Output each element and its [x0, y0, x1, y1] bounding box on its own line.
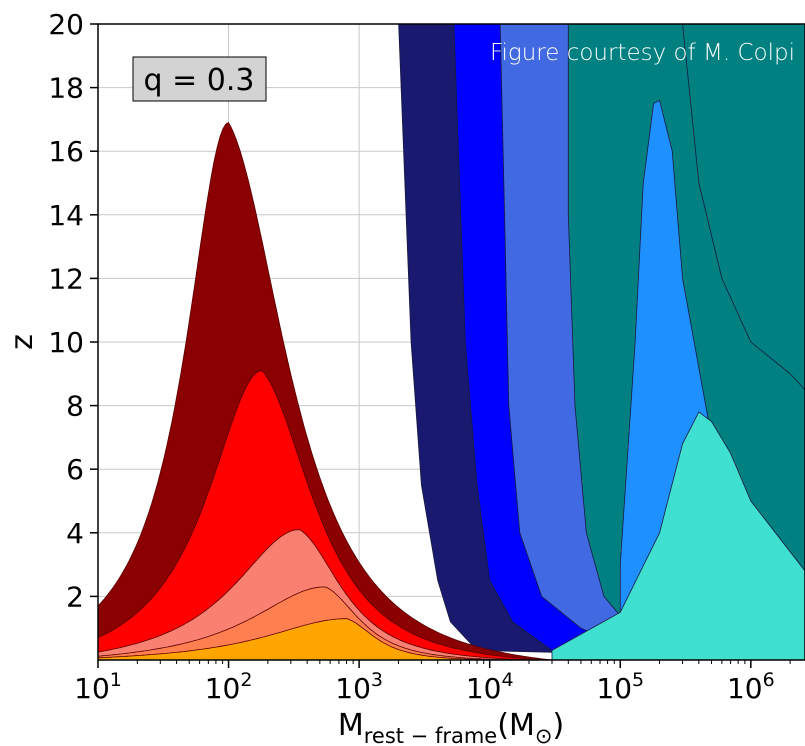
y-tick-label-2: 6 — [66, 453, 84, 486]
x-tick-label-exp-5: 6 — [763, 669, 775, 691]
y-tick-label-3: 8 — [66, 390, 84, 423]
y-tick-label-4: 10 — [48, 326, 84, 359]
red-region-4 — [98, 618, 501, 660]
x-tick-label-exp-0: 1 — [110, 669, 122, 691]
blue-regions — [398, 24, 805, 660]
x-axis-label-sub: rest − frame — [364, 724, 498, 746]
x-axis-label-unit-close: ) — [552, 708, 564, 743]
x-tick-label-4: 105 — [596, 669, 644, 705]
x-tick-label-base-0: 10 — [74, 672, 110, 705]
x-axis-label-unit-sub: ⊙ — [535, 724, 553, 746]
red-region-1 — [98, 370, 543, 660]
y-tick-label-1: 4 — [66, 517, 84, 550]
red-region-3 — [98, 586, 514, 660]
y-tick-label-7: 16 — [48, 135, 84, 168]
q-annotation-text: q = 0.3 — [144, 63, 255, 98]
x-tick-label-exp-2: 3 — [371, 669, 383, 691]
red-regions — [98, 122, 553, 660]
figure-credit: Figure courtesy of M. Colpi — [490, 40, 795, 66]
x-tick-label-base-1: 10 — [205, 672, 241, 705]
x-tick-label-3: 104 — [466, 669, 514, 705]
x-tick-label-base-5: 10 — [727, 672, 763, 705]
q-annotation-box — [132, 56, 267, 102]
x-tick-label-base-3: 10 — [466, 672, 502, 705]
y-tick-label-5: 12 — [48, 262, 84, 295]
y-tick-label-9: 20 — [48, 8, 84, 41]
x-axis-label-main: M — [338, 708, 364, 743]
y-tick-label-0: 2 — [66, 580, 84, 613]
x-tick-label-exp-4: 5 — [632, 669, 644, 691]
y-tick-label-6: 14 — [48, 199, 84, 232]
plot-area — [98, 24, 805, 660]
x-tick-label-0: 101 — [74, 669, 122, 705]
x-tick-label-2: 103 — [335, 669, 383, 705]
x-tick-label-5: 106 — [727, 669, 775, 705]
y-axis-label: z — [5, 334, 40, 350]
x-axis-label-unit-open: (M — [497, 708, 535, 743]
x-tick-label-base-4: 10 — [596, 672, 632, 705]
x-tick-label-base-2: 10 — [335, 672, 371, 705]
blue-region-5 — [551, 411, 805, 660]
y-tick-label-8: 18 — [48, 72, 84, 105]
x-tick-label-exp-1: 2 — [240, 669, 252, 691]
x-tick-label-exp-3: 4 — [501, 669, 513, 691]
upper-band-2 — [682, 24, 805, 391]
x-axis-label: Mrest − frame(M⊙) — [338, 708, 564, 746]
x-tick-label-1: 102 — [205, 669, 253, 705]
q-annotation: q = 0.3 — [132, 56, 267, 102]
